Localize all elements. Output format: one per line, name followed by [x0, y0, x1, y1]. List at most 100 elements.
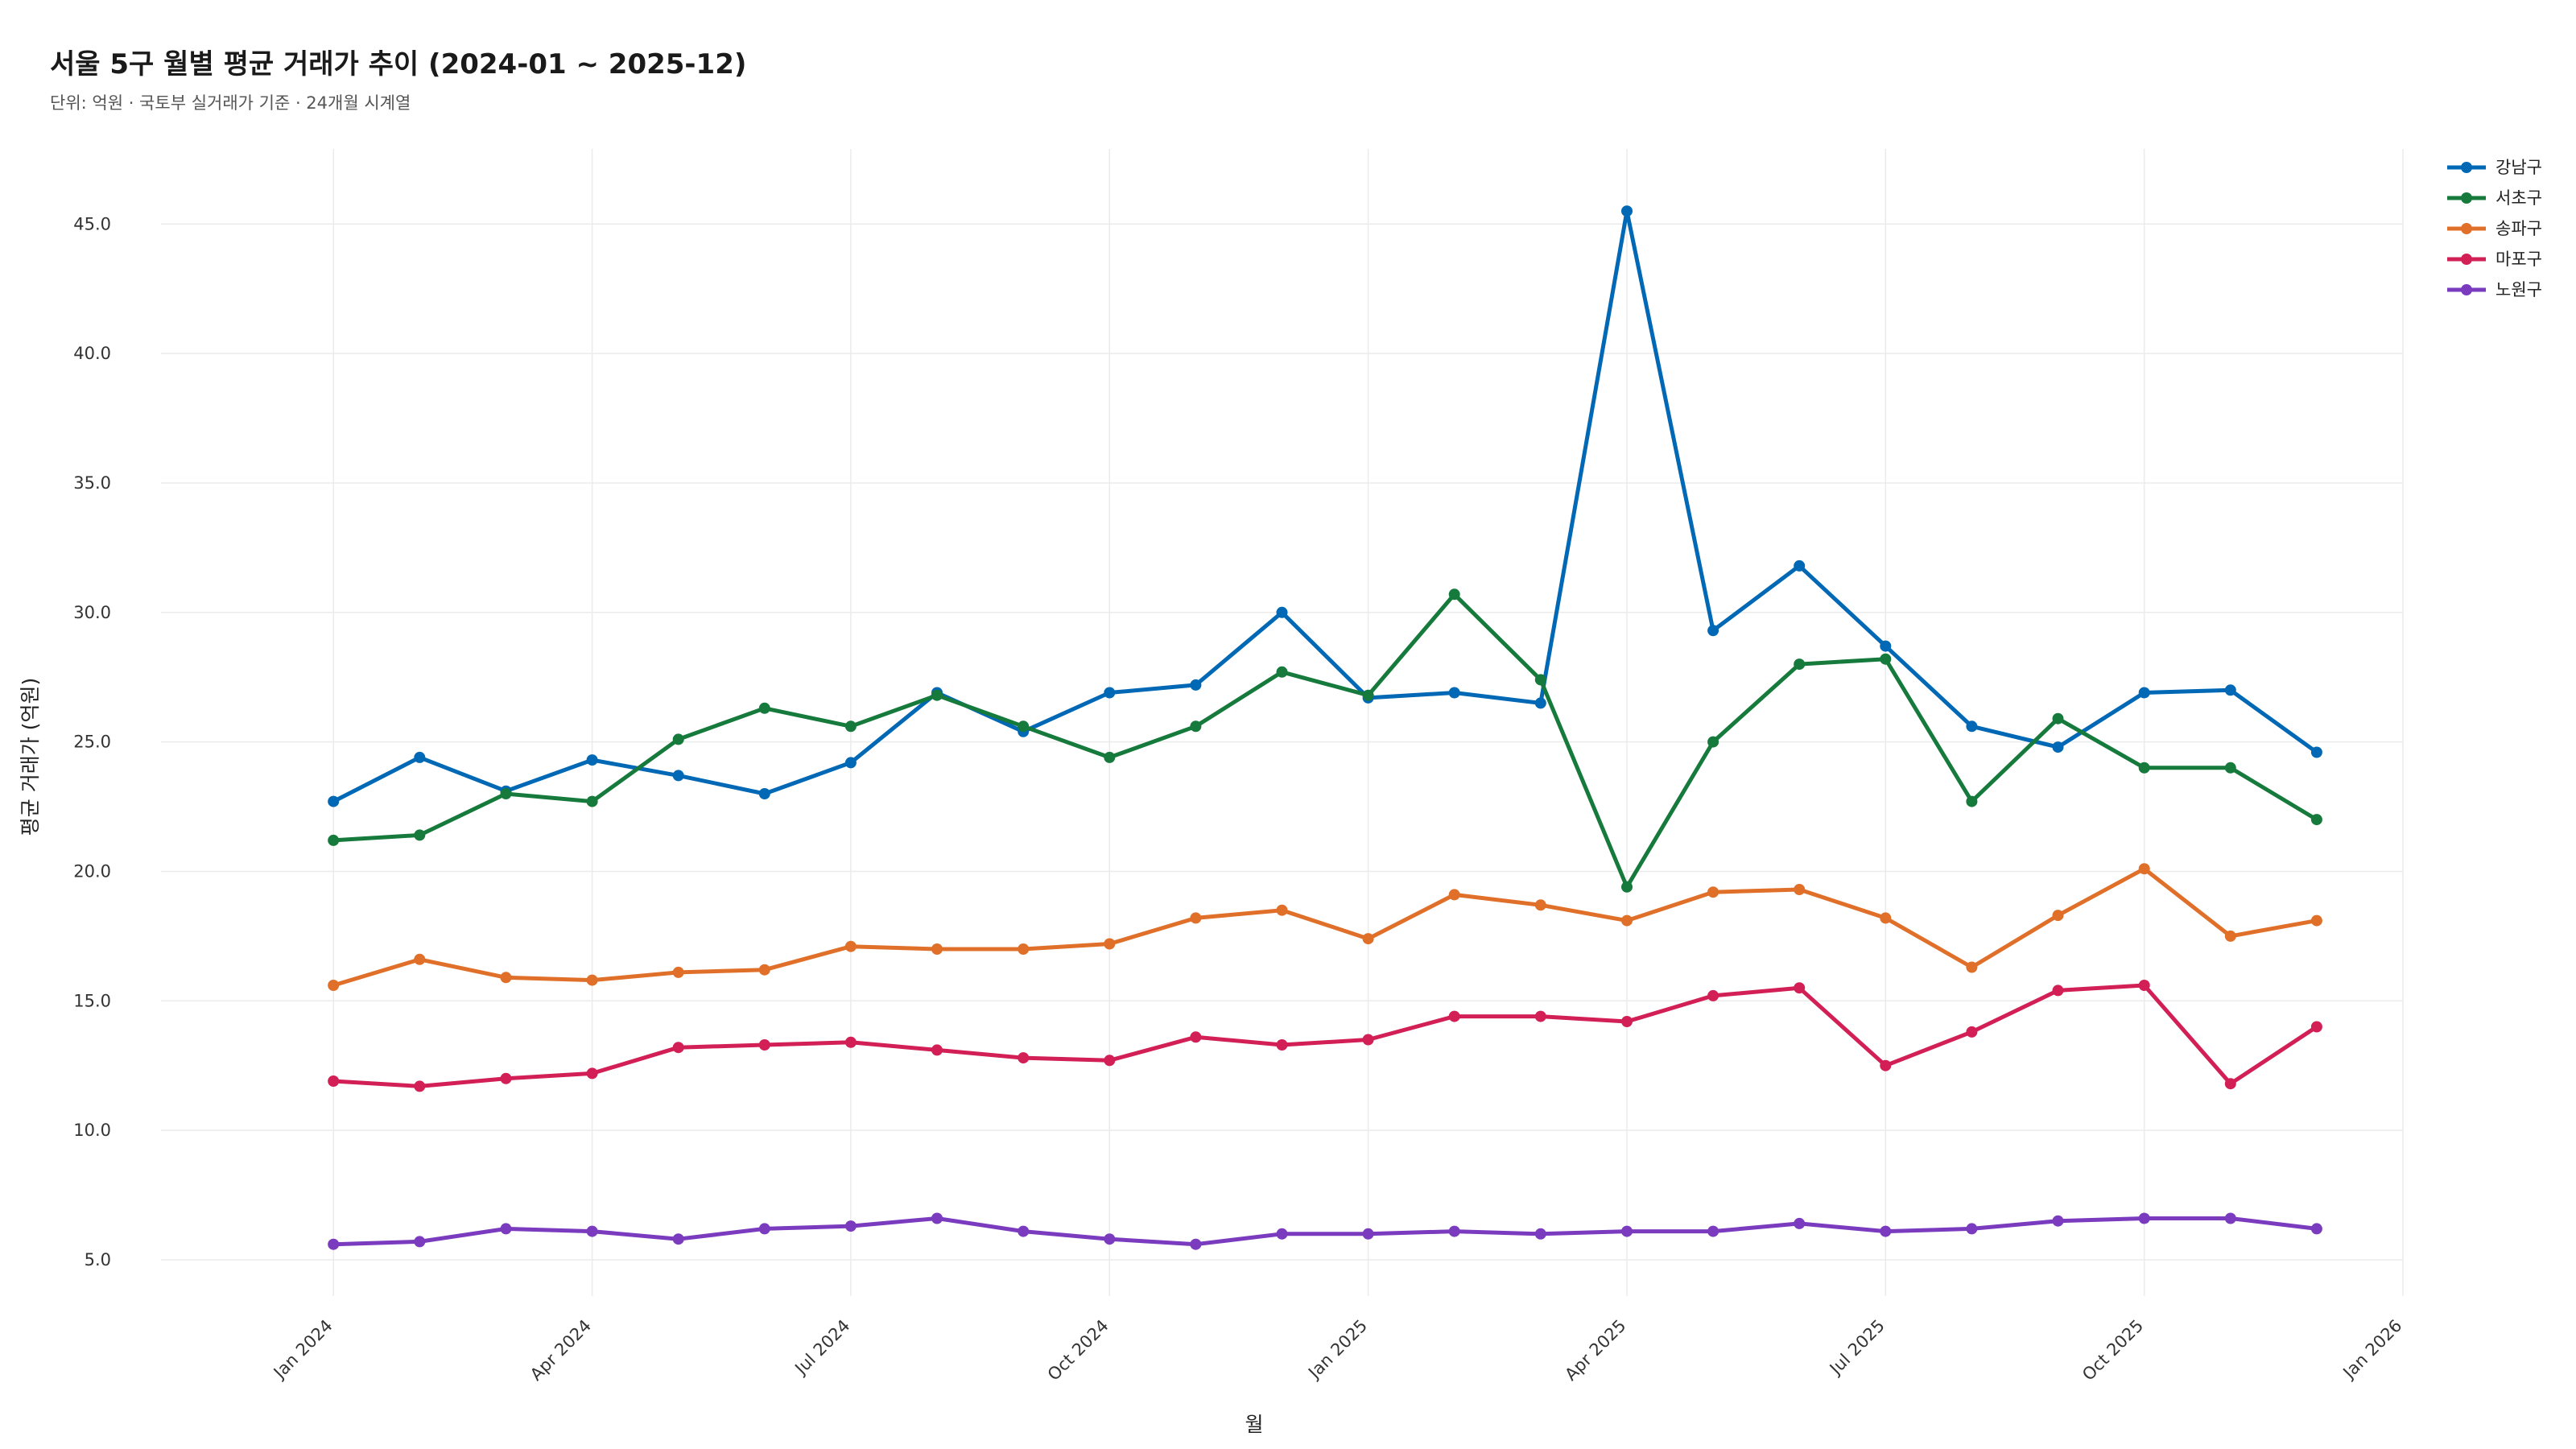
data-point[interactable]: [2310, 914, 2322, 927]
data-point[interactable]: [672, 770, 684, 782]
data-point[interactable]: [1966, 720, 1978, 733]
data-point[interactable]: [2138, 1212, 2150, 1224]
data-point[interactable]: [2138, 687, 2150, 699]
data-point[interactable]: [1707, 1225, 1719, 1237]
data-point[interactable]: [672, 1042, 684, 1054]
data-point[interactable]: [2052, 1215, 2064, 1227]
data-point[interactable]: [2052, 910, 2064, 922]
data-point[interactable]: [1276, 666, 1288, 678]
data-point[interactable]: [758, 1223, 770, 1235]
data-point[interactable]: [672, 1233, 684, 1245]
data-point[interactable]: [1707, 886, 1719, 898]
data-point[interactable]: [931, 1212, 943, 1224]
data-point[interactable]: [1534, 1010, 1546, 1022]
data-point[interactable]: [1448, 1225, 1460, 1237]
data-point[interactable]: [1794, 884, 1806, 895]
data-point[interactable]: [414, 829, 426, 841]
data-point[interactable]: [1104, 687, 1116, 699]
data-point[interactable]: [2138, 762, 2150, 774]
data-point[interactable]: [672, 966, 684, 978]
data-point[interactable]: [1104, 1055, 1116, 1067]
data-point[interactable]: [1018, 943, 1030, 955]
data-point[interactable]: [2224, 930, 2236, 942]
data-point[interactable]: [414, 953, 426, 965]
data-point[interactable]: [1621, 881, 1633, 893]
data-point[interactable]: [1448, 588, 1460, 601]
data-point[interactable]: [758, 702, 770, 714]
data-point[interactable]: [1621, 205, 1633, 217]
data-point[interactable]: [328, 1238, 340, 1250]
data-point[interactable]: [1104, 751, 1116, 763]
legend-item[interactable]: 서초구: [2447, 188, 2542, 208]
data-point[interactable]: [414, 1080, 426, 1092]
data-point[interactable]: [1190, 1031, 1202, 1043]
data-point[interactable]: [1276, 1039, 1288, 1051]
data-point[interactable]: [586, 1067, 598, 1080]
data-point[interactable]: [2310, 1223, 2322, 1235]
data-point[interactable]: [1362, 1034, 1374, 1046]
data-point[interactable]: [758, 964, 770, 976]
data-point[interactable]: [1966, 1223, 1978, 1235]
data-point[interactable]: [1190, 1238, 1202, 1250]
data-point[interactable]: [328, 834, 340, 846]
data-point[interactable]: [1966, 961, 1978, 973]
data-point[interactable]: [1362, 689, 1374, 701]
data-point[interactable]: [844, 1220, 857, 1232]
data-point[interactable]: [2138, 980, 2150, 991]
data-point[interactable]: [1534, 1228, 1546, 1240]
data-point[interactable]: [1966, 795, 1978, 807]
data-point[interactable]: [328, 1075, 340, 1087]
legend-item[interactable]: 송파구: [2447, 219, 2542, 238]
data-point[interactable]: [1018, 1052, 1030, 1064]
data-point[interactable]: [2052, 985, 2064, 997]
data-point[interactable]: [758, 788, 770, 799]
data-point[interactable]: [1966, 1026, 1978, 1038]
data-point[interactable]: [1104, 938, 1116, 950]
data-point[interactable]: [1880, 653, 1892, 665]
data-point[interactable]: [500, 1223, 512, 1235]
data-point[interactable]: [586, 754, 598, 766]
legend-item[interactable]: 마포구: [2447, 250, 2542, 269]
data-point[interactable]: [844, 720, 857, 733]
data-point[interactable]: [500, 972, 512, 984]
data-point[interactable]: [414, 751, 426, 763]
data-point[interactable]: [931, 1044, 943, 1056]
data-point[interactable]: [414, 1236, 426, 1248]
data-point[interactable]: [1362, 1228, 1374, 1240]
data-point[interactable]: [500, 788, 512, 799]
data-point[interactable]: [1276, 904, 1288, 916]
data-point[interactable]: [586, 974, 598, 986]
data-point[interactable]: [2310, 1021, 2322, 1033]
data-point[interactable]: [2138, 863, 2150, 875]
data-point[interactable]: [1276, 606, 1288, 618]
data-point[interactable]: [1448, 687, 1460, 699]
data-point[interactable]: [586, 795, 598, 807]
data-point[interactable]: [2310, 814, 2322, 826]
data-point[interactable]: [1794, 658, 1806, 671]
data-point[interactable]: [1190, 679, 1202, 691]
data-point[interactable]: [1794, 559, 1806, 572]
data-point[interactable]: [1448, 1010, 1460, 1022]
data-point[interactable]: [328, 980, 340, 991]
data-point[interactable]: [1794, 982, 1806, 994]
data-point[interactable]: [2310, 746, 2322, 758]
data-point[interactable]: [1104, 1233, 1116, 1245]
data-point[interactable]: [2052, 741, 2064, 753]
data-point[interactable]: [1707, 736, 1719, 748]
data-point[interactable]: [1707, 989, 1719, 1001]
data-point[interactable]: [1018, 1225, 1030, 1237]
data-point[interactable]: [1880, 1225, 1892, 1237]
data-point[interactable]: [2224, 684, 2236, 696]
data-point[interactable]: [2052, 712, 2064, 724]
data-point[interactable]: [931, 943, 943, 955]
data-point[interactable]: [1880, 640, 1892, 652]
data-point[interactable]: [1534, 697, 1546, 709]
data-point[interactable]: [1621, 914, 1633, 927]
legend-item[interactable]: 노원구: [2447, 280, 2542, 299]
data-point[interactable]: [1621, 1225, 1633, 1237]
data-point[interactable]: [1190, 720, 1202, 733]
data-point[interactable]: [2224, 1078, 2236, 1090]
data-point[interactable]: [1794, 1217, 1806, 1229]
data-point[interactable]: [586, 1225, 598, 1237]
data-point[interactable]: [1621, 1016, 1633, 1027]
